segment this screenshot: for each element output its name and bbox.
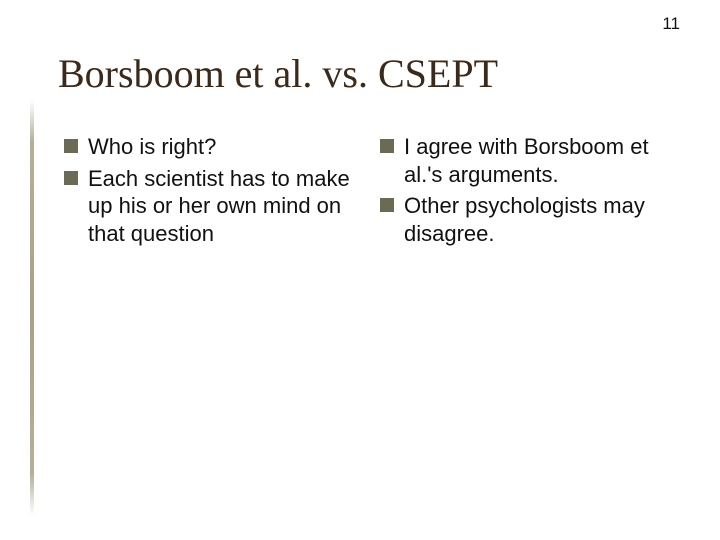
square-bullet-icon — [380, 198, 394, 212]
bullet-text: Who is right? — [88, 133, 216, 161]
slide: 11 Borsboom et al. vs. CSEPT Who is righ… — [0, 0, 720, 540]
right-column: I agree with Borsboom et al.'s arguments… — [380, 133, 672, 251]
accent-stripe — [30, 100, 34, 515]
square-bullet-icon — [380, 139, 394, 153]
bullet-text: Each scientist has to make up his or her… — [88, 165, 356, 248]
list-item: Each scientist has to make up his or her… — [64, 165, 356, 248]
page-number: 11 — [662, 14, 680, 34]
square-bullet-icon — [64, 171, 78, 185]
left-column: Who is right? Each scientist has to make… — [64, 133, 356, 251]
list-item: Who is right? — [64, 133, 356, 161]
content-columns: Who is right? Each scientist has to make… — [64, 133, 672, 251]
square-bullet-icon — [64, 139, 78, 153]
list-item: Other psychologists may disagree. — [380, 192, 672, 247]
list-item: I agree with Borsboom et al.'s arguments… — [380, 133, 672, 188]
slide-title: Borsboom et al. vs. CSEPT — [58, 50, 672, 97]
bullet-text: I agree with Borsboom et al.'s arguments… — [404, 133, 672, 188]
bullet-text: Other psychologists may disagree. — [404, 192, 672, 247]
